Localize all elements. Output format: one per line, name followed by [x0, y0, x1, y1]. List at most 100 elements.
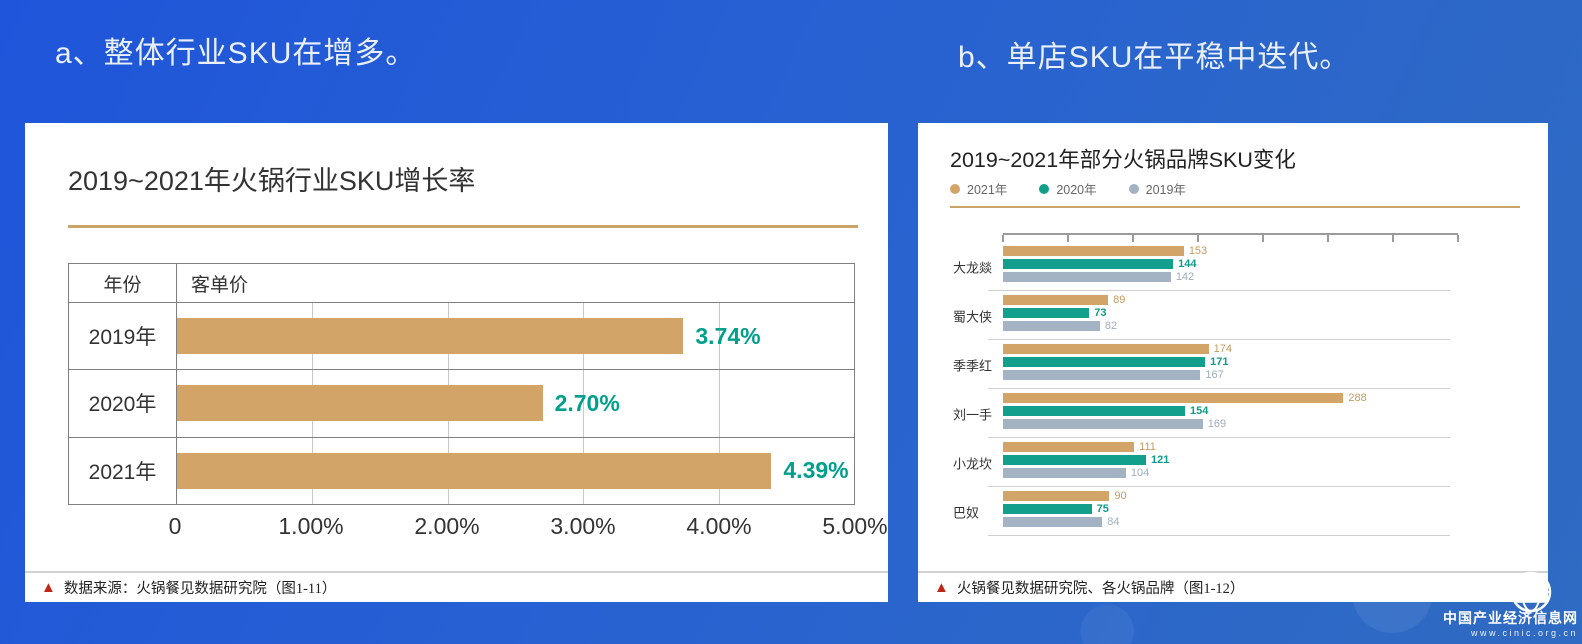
sku-growth-table: 年份 客单价 2019年 3.74% 2020年 2.70% 2021年 4.39% — [68, 263, 855, 505]
bar — [1003, 295, 1109, 305]
value-label: 121 — [1151, 453, 1170, 466]
value-label: 144 — [1178, 257, 1197, 270]
bar — [1003, 259, 1174, 269]
legend-item: 2021年 — [950, 179, 1007, 198]
brand-label: 小龙坎 — [953, 456, 993, 471]
globe-logo-icon — [1510, 571, 1552, 613]
bar — [1003, 406, 1185, 416]
brand-label: 刘一手 — [953, 407, 993, 422]
legend-dot — [1039, 183, 1050, 194]
legend-dot — [1128, 183, 1139, 194]
legend-label: 2021年 — [967, 183, 1008, 197]
value-label: 174 — [1213, 342, 1232, 355]
gold-divider — [950, 206, 1520, 208]
watermark-url: www.cinic.org.cn — [1470, 628, 1578, 638]
gridline — [718, 303, 720, 370]
value-label: 2.70% — [554, 389, 620, 416]
brand-group: 小龙坎 111 121 104 — [918, 438, 1548, 487]
bar-row: 82 — [1003, 320, 1458, 331]
value-label: 104 — [1130, 466, 1150, 479]
value-label: 75 — [1096, 502, 1109, 515]
bar-row: 167 — [1003, 368, 1458, 381]
legend-dot — [950, 183, 960, 194]
brand-bars: 153 144 142 — [1003, 244, 1458, 285]
value-label: 153 — [1188, 244, 1208, 257]
table-row: 2020年 2.70% — [69, 370, 854, 438]
value-label: 288 — [1348, 391, 1367, 404]
source-triangle-icon: ▲ — [934, 579, 949, 596]
axis-tick — [1457, 235, 1459, 242]
brand-group: 巴奴 90 75 84 — [918, 487, 1548, 536]
top-axis — [1002, 233, 1459, 243]
source-triangle-icon: ▲ — [41, 579, 56, 596]
x-axis-tick-label: 0 — [168, 513, 182, 539]
heading-industry-sku: a、整体行业SKU在增多。 — [55, 37, 417, 70]
gridline — [583, 370, 585, 437]
bar-row: 73 — [1003, 306, 1458, 319]
value-label: 4.39% — [783, 457, 849, 484]
watermark: 中国产业经济信息网 www.cinic.org.cn — [1390, 608, 1578, 638]
value-label: 73 — [1094, 306, 1107, 319]
bar-row: 121 — [1003, 453, 1458, 466]
table-row: 2021年 4.39% — [69, 437, 854, 504]
bar-row: 288 — [1003, 391, 1458, 404]
left-source-text: 数据来源：火锅餐见数据研究院（图1-11） — [63, 581, 337, 597]
brand-group: 季季红 174 171 167 — [918, 340, 1548, 389]
brand-sku-change-card: 2019~2021年部分火锅品牌SKU变化 2021年 2020年 2019年 大龙… — [918, 123, 1548, 602]
bar — [1003, 419, 1203, 429]
x-axis-tick-label: 1.00% — [278, 513, 344, 539]
gold-divider — [68, 225, 858, 228]
bar — [1003, 344, 1209, 354]
bar — [177, 452, 772, 489]
axis-tick — [1262, 235, 1264, 242]
heading-store-sku: b、单店SKU在平稳中迭代。 — [958, 41, 1351, 74]
brand-label: 季季红 — [953, 358, 993, 373]
x-axis-tick-label: 4.00% — [686, 513, 752, 539]
legend-item: 2019年 — [1128, 179, 1186, 198]
bar — [1003, 370, 1201, 380]
brand-group: 蜀大侠 89 73 82 — [918, 291, 1548, 340]
value-label: 90 — [1114, 489, 1127, 502]
bar-row: 104 — [1003, 466, 1458, 479]
table-header-value: 客单价 — [191, 274, 249, 296]
bar-row: 153 — [1003, 244, 1458, 257]
brand-bars: 111 121 104 — [1003, 441, 1458, 481]
bar-row: 111 — [1003, 441, 1458, 452]
brand-label: 巴奴 — [953, 505, 980, 520]
axis-tick — [1327, 235, 1329, 242]
value-label: 167 — [1205, 368, 1224, 381]
bar-row: 174 — [1003, 342, 1458, 355]
axis-tick — [1197, 235, 1199, 242]
bar-plot-cell: 4.39% — [177, 437, 854, 504]
value-label: 3.74% — [695, 322, 761, 349]
value-label: 89 — [1113, 293, 1126, 306]
table-header-year: 年份 — [69, 264, 177, 302]
industry-sku-growth-card: 2019~2021年火锅行业SKU增长率 年份 客单价 2019年 3.74% 20… — [25, 123, 888, 602]
value-label: 154 — [1190, 404, 1209, 417]
legend-item: 2020年 — [1039, 179, 1097, 198]
bar-row: 144 — [1003, 257, 1458, 270]
brand-group: 大龙燚 153 144 142 — [918, 242, 1548, 291]
brand-bars: 90 75 84 — [1003, 489, 1458, 530]
bar — [1003, 504, 1092, 514]
bar — [1003, 321, 1100, 331]
legend: 2021年 2020年 2019年 — [950, 179, 1186, 198]
value-label: 171 — [1210, 355, 1229, 368]
brand-label: 蜀大侠 — [953, 309, 993, 324]
bar — [1003, 308, 1090, 318]
left-source-footer: ▲ 数据来源：火锅餐见数据研究院（图1-11） — [25, 571, 888, 602]
table-body: 2019年 3.74% 2020年 2.70% 2021年 4.39% — [69, 303, 854, 504]
brand-group: 刘一手 288 154 169 — [918, 389, 1548, 438]
bar-row: 142 — [1003, 271, 1458, 282]
bar — [1003, 491, 1110, 501]
brand-bar-groups: 大龙燚 153 144 142 蜀大侠 89 73 82 季季红 174 171 167 刘一手 288 1… — [918, 242, 1548, 536]
axis-tick — [1067, 235, 1069, 242]
bar-plot-cell: 3.74% — [177, 303, 854, 370]
x-axis-tick-label: 3.00% — [550, 513, 616, 539]
bar — [1003, 442, 1135, 452]
bar — [1003, 455, 1146, 465]
value-label: 84 — [1107, 515, 1120, 528]
axis-tick — [1002, 235, 1004, 242]
year-label: 2020年 — [69, 370, 177, 437]
x-axis-tick-label: 5.00% — [822, 513, 888, 539]
